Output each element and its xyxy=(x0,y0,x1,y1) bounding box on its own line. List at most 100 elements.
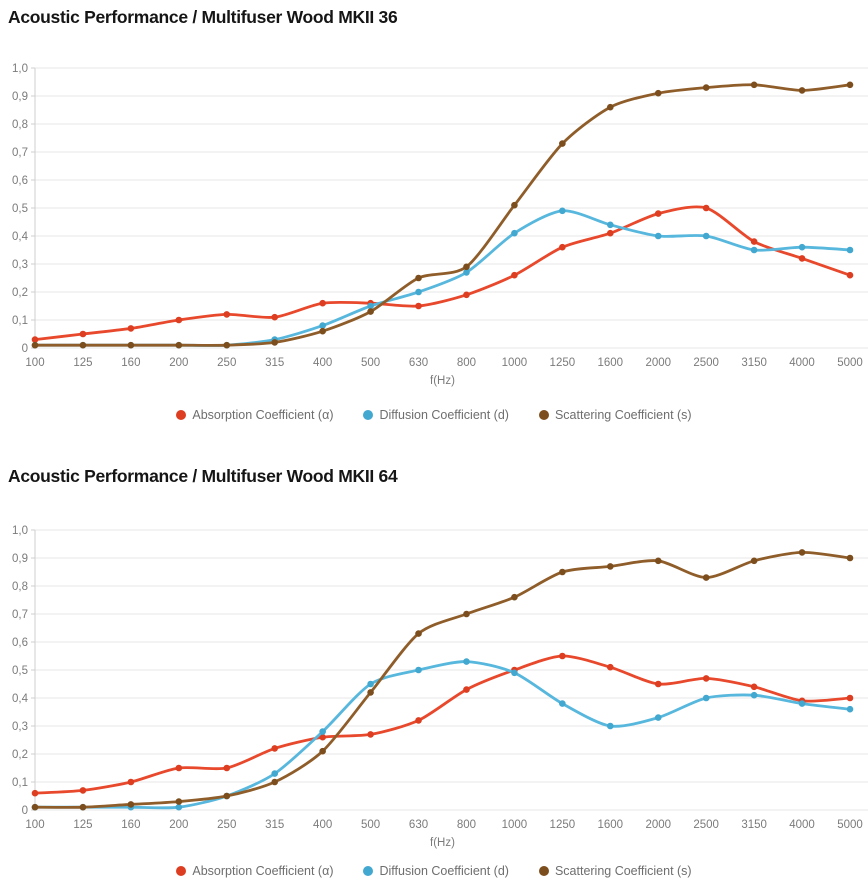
data-point[interactable] xyxy=(798,255,806,262)
data-point[interactable] xyxy=(271,770,279,777)
data-point[interactable] xyxy=(750,557,758,565)
data-point[interactable] xyxy=(175,803,183,811)
data-point[interactable] xyxy=(606,663,614,671)
data-point[interactable] xyxy=(654,89,662,97)
data-point[interactable] xyxy=(175,316,183,324)
data-point[interactable] xyxy=(415,630,422,637)
data-point[interactable] xyxy=(798,549,806,556)
data-point[interactable] xyxy=(79,787,87,794)
data-point[interactable] xyxy=(79,803,87,811)
data-point[interactable] xyxy=(511,669,518,677)
legend-item-1[interactable]: Diffusion Coefficient (d) xyxy=(363,408,509,422)
data-point[interactable] xyxy=(415,717,422,724)
data-point[interactable] xyxy=(415,302,422,310)
data-point[interactable] xyxy=(463,263,470,271)
data-point[interactable] xyxy=(702,675,710,682)
data-point[interactable] xyxy=(846,694,854,702)
data-point[interactable] xyxy=(846,554,854,562)
data-point[interactable] xyxy=(606,103,614,111)
data-point[interactable] xyxy=(271,339,279,346)
data-point[interactable] xyxy=(127,341,135,349)
data-point[interactable] xyxy=(463,269,470,276)
data-point[interactable] xyxy=(606,229,614,237)
data-point[interactable] xyxy=(606,563,614,570)
data-point[interactable] xyxy=(127,801,135,808)
data-point[interactable] xyxy=(511,229,518,237)
data-point[interactable] xyxy=(559,568,566,576)
data-point[interactable] xyxy=(606,722,614,730)
data-point[interactable] xyxy=(367,308,374,315)
data-point[interactable] xyxy=(319,322,326,329)
data-point[interactable] xyxy=(415,666,422,674)
data-point[interactable] xyxy=(798,87,806,94)
data-point[interactable] xyxy=(31,341,39,349)
data-point[interactable] xyxy=(559,700,566,707)
data-point[interactable] xyxy=(31,789,39,797)
data-point[interactable] xyxy=(415,274,422,282)
data-point[interactable] xyxy=(846,271,854,279)
data-point[interactable] xyxy=(654,714,662,721)
data-point[interactable] xyxy=(463,291,470,299)
data-point[interactable] xyxy=(223,341,231,349)
data-point[interactable] xyxy=(654,210,662,217)
legend-item-1[interactable]: Diffusion Coefficient (d) xyxy=(363,864,509,878)
data-point[interactable] xyxy=(846,81,854,89)
data-point[interactable] xyxy=(511,201,518,209)
data-point[interactable] xyxy=(127,778,135,786)
data-point[interactable] xyxy=(319,728,326,735)
data-point[interactable] xyxy=(271,778,279,786)
data-point[interactable] xyxy=(846,246,854,254)
data-point[interactable] xyxy=(79,330,87,338)
data-point[interactable] xyxy=(319,747,326,755)
data-point[interactable] xyxy=(367,689,374,696)
data-point[interactable] xyxy=(319,327,326,335)
data-point[interactable] xyxy=(846,705,854,713)
data-point[interactable] xyxy=(223,792,231,800)
data-point[interactable] xyxy=(559,243,566,251)
data-point[interactable] xyxy=(223,311,231,318)
data-point[interactable] xyxy=(463,658,470,665)
data-point[interactable] xyxy=(127,325,135,332)
data-point[interactable] xyxy=(223,764,231,772)
data-point[interactable] xyxy=(798,243,806,251)
data-point[interactable] xyxy=(702,574,710,581)
legend-item-0[interactable]: Absorption Coefficient (α) xyxy=(176,864,333,878)
data-point[interactable] xyxy=(271,745,279,752)
data-point[interactable] xyxy=(463,610,470,618)
data-point[interactable] xyxy=(175,798,183,805)
legend-item-2[interactable]: Scattering Coefficient (s) xyxy=(538,864,692,878)
data-point[interactable] xyxy=(654,680,662,688)
data-point[interactable] xyxy=(367,680,374,688)
data-point[interactable] xyxy=(702,84,710,91)
data-point[interactable] xyxy=(31,336,39,343)
data-point[interactable] xyxy=(271,313,279,321)
data-point[interactable] xyxy=(511,593,518,601)
data-point[interactable] xyxy=(319,299,326,307)
data-point[interactable] xyxy=(559,652,566,660)
data-point[interactable] xyxy=(654,232,662,240)
data-point[interactable] xyxy=(750,683,758,691)
data-point[interactable] xyxy=(702,204,710,212)
data-point[interactable] xyxy=(31,803,39,811)
data-point[interactable] xyxy=(750,81,758,89)
data-point[interactable] xyxy=(559,207,566,215)
data-point[interactable] xyxy=(750,238,758,245)
data-point[interactable] xyxy=(606,221,614,229)
data-point[interactable] xyxy=(654,557,662,565)
data-point[interactable] xyxy=(702,694,710,702)
data-point[interactable] xyxy=(511,271,518,279)
data-point[interactable] xyxy=(175,341,183,349)
data-point[interactable] xyxy=(415,288,422,296)
data-point[interactable] xyxy=(319,733,326,741)
data-point[interactable] xyxy=(79,341,87,349)
data-point[interactable] xyxy=(463,686,470,693)
data-point[interactable] xyxy=(702,232,710,240)
data-point[interactable] xyxy=(367,302,374,310)
data-point[interactable] xyxy=(750,691,758,699)
legend-item-0[interactable]: Absorption Coefficient (α) xyxy=(176,408,333,422)
data-point[interactable] xyxy=(175,764,183,772)
data-point[interactable] xyxy=(367,731,374,738)
data-point[interactable] xyxy=(750,246,758,254)
data-point[interactable] xyxy=(798,700,806,707)
legend-item-2[interactable]: Scattering Coefficient (s) xyxy=(538,408,692,422)
